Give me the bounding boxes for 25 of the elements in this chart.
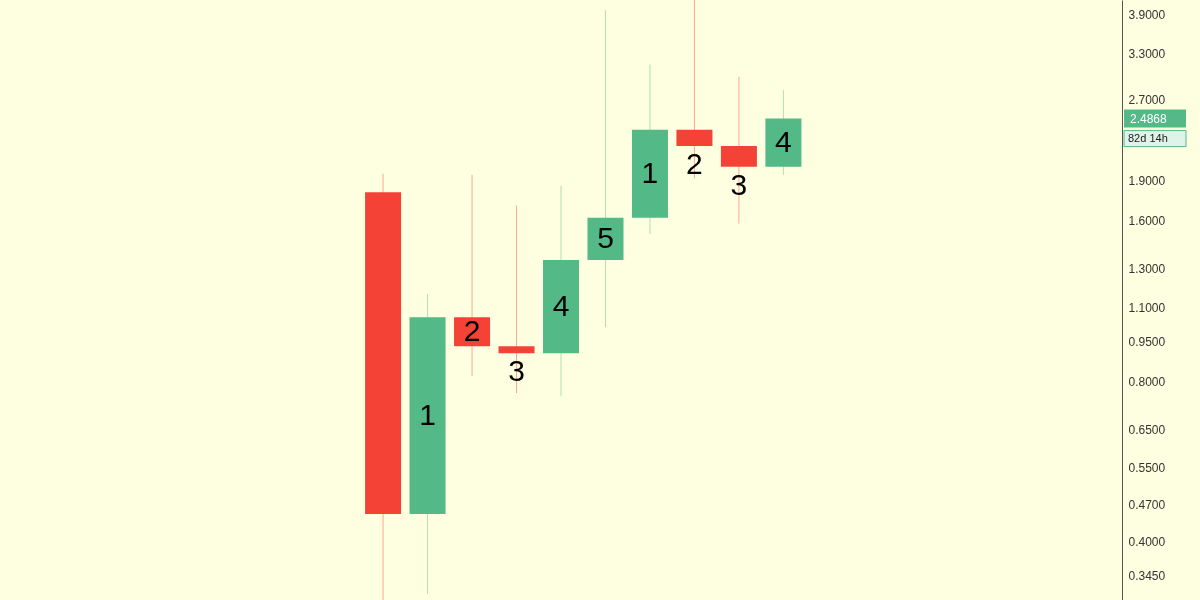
y-tick-label: 0.8000: [1128, 374, 1166, 389]
text: 2: [463, 313, 481, 347]
text: 5: [597, 220, 614, 254]
text: 3: [730, 167, 748, 201]
text: 4: [775, 124, 792, 158]
y-tick-label: 2.7000: [1128, 93, 1166, 108]
text: 1: [419, 397, 436, 431]
text: 4: [552, 288, 570, 322]
y-tick-label: 0.6500: [1128, 422, 1166, 437]
y-tick-label: 1.3000: [1128, 262, 1166, 277]
y-tick-label: 3.9000: [1128, 7, 1166, 22]
y-tick-label: 0.3450: [1128, 569, 1166, 584]
text: 2.4868: [1130, 111, 1168, 126]
y-tick-label: 1.1000: [1128, 300, 1166, 315]
y-tick-label: 0.5500: [1128, 461, 1166, 476]
y-tick-label: 3.3000: [1128, 46, 1166, 61]
y-tick-label: 0.4000: [1128, 535, 1166, 550]
text: 2: [686, 146, 703, 180]
y-tick-label: 0.4700: [1128, 497, 1166, 512]
text: 3: [508, 354, 525, 388]
y-tick-label: 0.9500: [1128, 334, 1166, 349]
text: 82d 14h: [1128, 131, 1168, 144]
y-tick-label: 1.9000: [1128, 174, 1166, 189]
y-tick-label: 1.6000: [1128, 214, 1166, 229]
text: 1: [641, 155, 659, 189]
